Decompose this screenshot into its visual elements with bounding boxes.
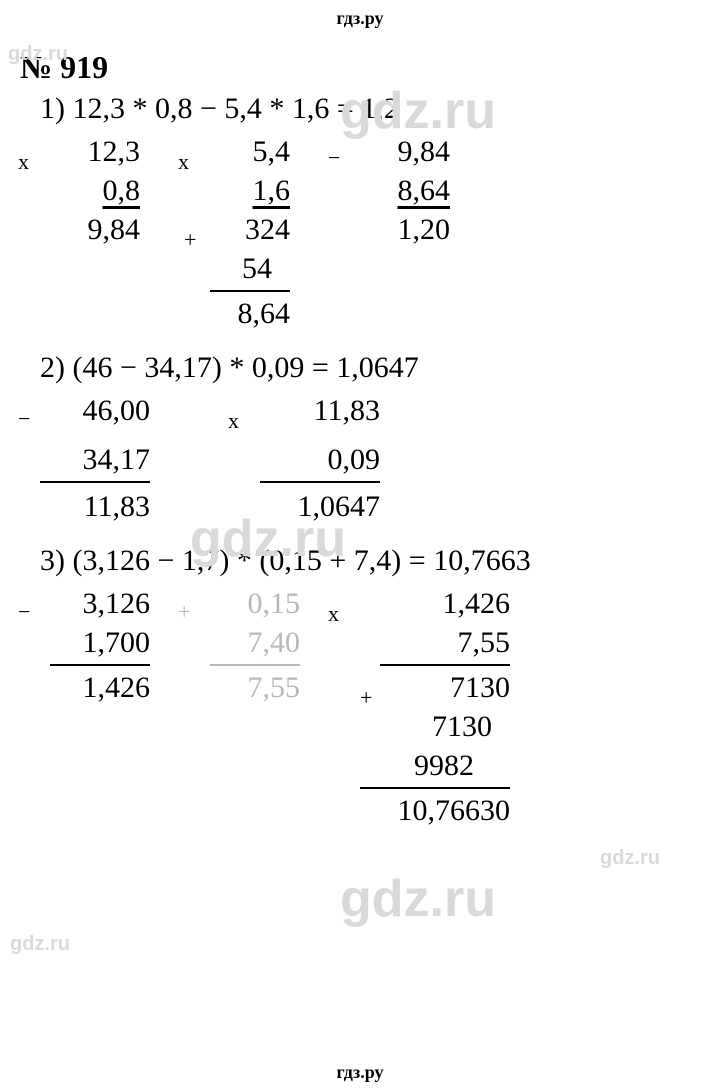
partial: 54 — [200, 249, 290, 288]
watermark: gdz.ru — [600, 847, 660, 870]
calc-col: − 3,126 1,700 1,426 — [40, 584, 150, 707]
operand: 1,700 — [40, 623, 150, 662]
calc-col: − 9,84 8,64 1,20 — [350, 132, 450, 249]
result: 8,64 — [200, 294, 290, 333]
result: 7,55 — [200, 668, 300, 707]
operand: 5,4 — [200, 132, 290, 171]
page-header: гдз.ру — [0, 0, 720, 29]
operand: 1,6 — [200, 171, 290, 210]
operand: 3,126 — [40, 584, 150, 623]
operand: 9,84 — [350, 132, 450, 171]
partial: 9982 — [350, 746, 510, 785]
operand: 8,64 — [350, 171, 450, 210]
op-multiply: x — [18, 148, 29, 177]
op-multiply: x — [328, 600, 339, 629]
calc-col: − 46,00 34,17 11,83 — [40, 391, 150, 526]
result: 10,76630 — [350, 791, 510, 830]
page-footer: гдз.ру — [0, 1062, 720, 1083]
partial: 324 — [200, 210, 290, 249]
expression-2: 2) (46 − 34,17) * 0,09 = 1,0647 — [40, 351, 700, 385]
result: 1,20 — [350, 210, 450, 249]
calc-col: x 1,426 7,55 + 7130 7130 9982 10,76630 — [350, 584, 510, 830]
calc-col: x 5,4 1,6 + 324 54 8,64 — [200, 132, 290, 333]
operand: 0,8 — [40, 171, 140, 210]
operand: 1,426 — [350, 584, 510, 623]
calc-col: + 0,15 7,40 7,55 — [200, 584, 300, 707]
operand: 34,17 — [40, 440, 150, 479]
op-multiply: x — [228, 407, 239, 436]
calc-col: x 11,83 0,09 1,0647 — [250, 391, 380, 526]
op-add: + — [360, 684, 372, 713]
op-add: + — [178, 598, 190, 627]
operand: 0,15 — [200, 584, 300, 623]
op-add: + — [184, 226, 196, 255]
result: 1,426 — [40, 668, 150, 707]
calc-row-3: − 3,126 1,700 1,426 + 0,15 7,40 7,55 x 1… — [40, 584, 700, 830]
expression-3: 3) (3,126 − 1,7) * (0,15 + 7,4) = 10,766… — [40, 544, 700, 578]
operand: 0,09 — [250, 440, 380, 479]
watermark: gdz.ru — [10, 933, 70, 956]
result: 1,0647 — [250, 487, 380, 526]
expression-1: 1) 12,3 * 0,8 − 5,4 * 1,6 = 1,2 — [40, 92, 700, 126]
operand: 12,3 — [40, 132, 140, 171]
watermark: gdz.ru — [340, 869, 496, 929]
operand: 7,55 — [350, 623, 510, 662]
operand: 11,83 — [250, 391, 380, 430]
problem-number: № 919 — [20, 49, 700, 86]
operand: 46,00 — [40, 391, 150, 430]
calc-row-2: − 46,00 34,17 11,83 x 11,83 0,09 1,0647 — [40, 391, 700, 526]
solution-content: gdz.ru gdz.ru gdz.ru gdz.ru gdz.ru gdz.r… — [0, 29, 720, 830]
result: 9,84 — [40, 210, 140, 249]
partial: 7130 — [350, 707, 510, 746]
calc-row-1: x 12,3 0,8 9,84 x 5,4 1,6 + 324 54 8,64 … — [40, 132, 700, 333]
operand: 7,40 — [200, 623, 300, 662]
op-subtract: − — [18, 598, 30, 627]
op-subtract: − — [328, 144, 340, 173]
result: 11,83 — [40, 487, 150, 526]
calc-col: x 12,3 0,8 9,84 — [40, 132, 140, 249]
partial: 7130 — [350, 668, 510, 707]
op-subtract: − — [18, 405, 30, 434]
op-multiply: x — [178, 148, 189, 177]
